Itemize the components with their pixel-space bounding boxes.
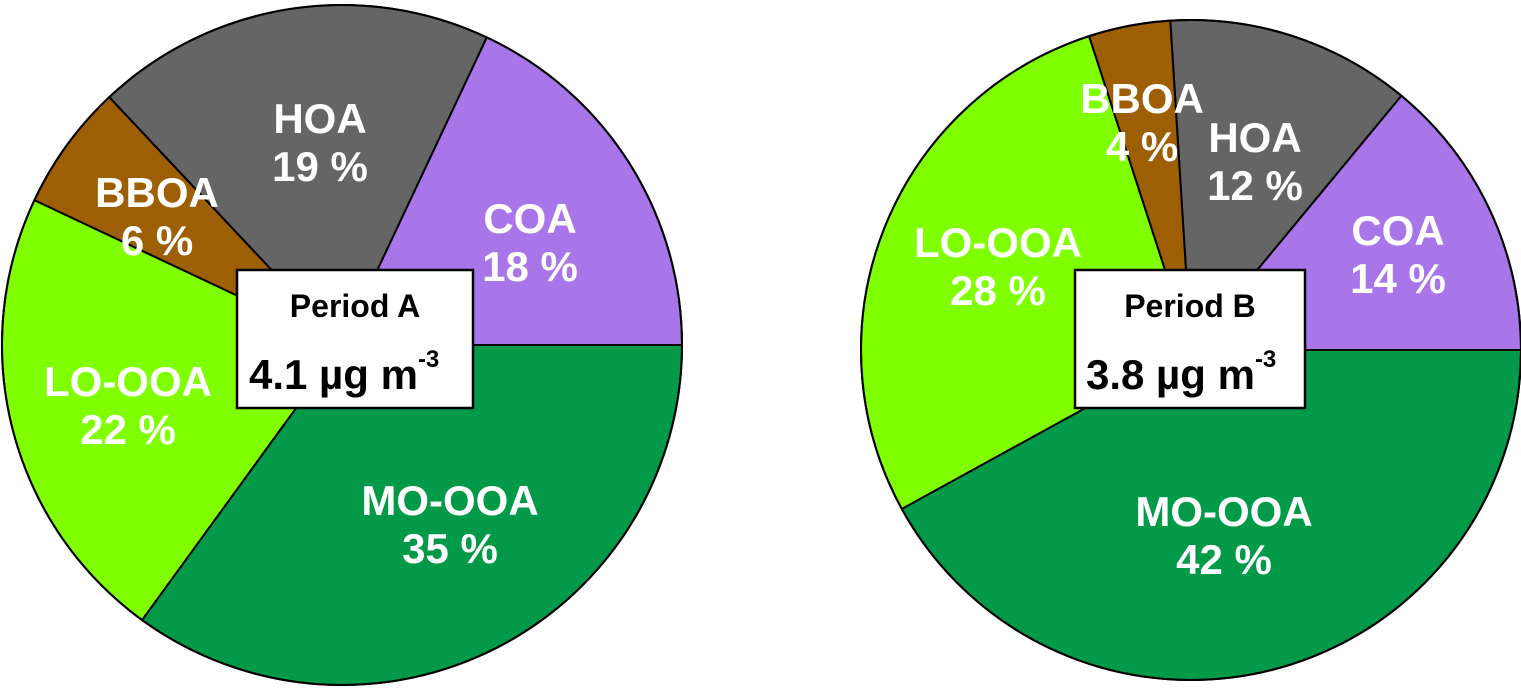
pie-a-slice-percent-lo-ooa: 22 % — [80, 406, 176, 453]
pie-b-slice-name-coa: COA — [1351, 207, 1444, 254]
pie-a-slice-name-lo-ooa: LO-OOA — [44, 358, 212, 405]
pie-b-slice-percent-lo-ooa: 28 % — [950, 267, 1046, 314]
pie-a-slice-percent-bboa: 6 % — [121, 217, 193, 264]
pie-a-slice-name-coa: COA — [483, 195, 576, 242]
pie-b-center-box: Period B 3.8 µg m-3 — [1073, 268, 1307, 410]
pie-a-slice-percent-coa: 18 % — [482, 243, 578, 290]
pie-b-period-title: Period B — [1124, 288, 1256, 324]
pie-a-center-box: Period A 4.1 µg m-3 — [235, 268, 475, 410]
pie-a-concentration-exponent: -3 — [418, 346, 439, 373]
pie-b-slices — [860, 19, 1521, 681]
pie-b-slice-percent-bboa: 4 % — [1106, 123, 1178, 170]
pie-a-concentration-value: 4.1 µg m — [249, 351, 418, 398]
pie-a-period-title: Period A — [290, 288, 420, 324]
pie-b-concentration: 3.8 µg m-3 — [1086, 346, 1276, 398]
pie-a-slice-name-bboa: BBOA — [95, 169, 219, 216]
pie-a-concentration: 4.1 µg m-3 — [249, 346, 439, 398]
pie-b-slice-name-lo-ooa: LO-OOA — [914, 219, 1082, 266]
pie-b-slice-percent-mo-ooa: 42 % — [1176, 536, 1272, 583]
pie-b-slice-name-mo-ooa: MO-OOA — [1135, 488, 1312, 535]
pie-a-slice-percent-mo-ooa: 35 % — [402, 525, 498, 572]
pie-b-outline — [860, 19, 1521, 681]
pie-b-center-box-frame — [1073, 268, 1307, 410]
pie-a-slice-percent-hoa: 19 % — [272, 143, 368, 190]
pie-a-slice-name-hoa: HOA — [273, 95, 366, 142]
pie-b-concentration-value: 3.8 µg m — [1086, 351, 1255, 398]
pie-a-outline — [1, 4, 683, 686]
pie-a-slice-name-mo-ooa: MO-OOA — [361, 477, 538, 524]
pie-b-slice-name-bboa: BBOA — [1080, 75, 1204, 122]
pie-b-slice-percent-coa: 14 % — [1350, 255, 1446, 302]
pie-b-concentration-exponent: -3 — [1255, 346, 1276, 373]
pie-a-slices — [1, 4, 683, 687]
pie-b-slice-percent-hoa: 12 % — [1207, 162, 1303, 209]
pie-a-center-box-frame — [235, 268, 475, 410]
pie-b-slice-name-hoa: HOA — [1208, 114, 1301, 161]
